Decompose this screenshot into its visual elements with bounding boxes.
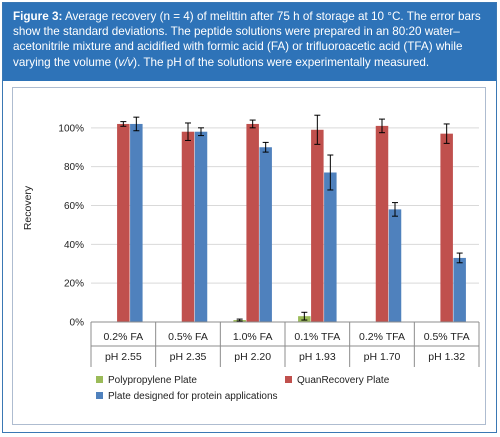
- category-label: 0.2% FA: [103, 331, 143, 343]
- legend-swatch: [285, 376, 292, 383]
- category-ph-label: pH 2.55: [105, 351, 142, 363]
- caption-label: Figure 3:: [13, 10, 63, 23]
- y-tick-label: 80%: [64, 162, 84, 173]
- bar: [181, 131, 195, 322]
- legend-swatch: [96, 392, 103, 399]
- y-tick-label: 100%: [58, 123, 84, 134]
- category-ph-label: pH 1.32: [428, 351, 465, 363]
- caption-vv: v/v: [118, 55, 134, 69]
- caption-text: Average recovery (n = 4) of melittin aft…: [13, 10, 481, 69]
- category-table: 0.2% FA pH 2.55 0.5% FA pH 2.35 1.0% FA pH 2.…: [90, 321, 480, 367]
- y-tick-label: 0%: [70, 318, 85, 329]
- legend-swatch: [96, 376, 103, 383]
- category-label: 1.0% FA: [233, 331, 273, 343]
- bars: [117, 114, 466, 322]
- legend-label: Polypropylene Plate: [108, 375, 197, 386]
- y-tick-label: 40%: [64, 240, 84, 251]
- bar: [130, 123, 143, 322]
- bar: [194, 131, 208, 322]
- legend-label: Plate designed for protein applications: [108, 391, 278, 402]
- bar: [388, 209, 402, 322]
- category-label: 0.1% TFA: [294, 331, 340, 343]
- figure-frame: Figure 3: Average recovery (n = 4) of me…: [2, 2, 497, 433]
- category-ph-label: pH 1.70: [364, 351, 401, 363]
- legend-label: QuanRecovery Plate: [297, 375, 390, 386]
- bar: [440, 133, 453, 322]
- bar: [117, 123, 130, 322]
- bar: [246, 123, 259, 322]
- bar: [259, 147, 272, 322]
- bar: [324, 172, 337, 322]
- recovery-bar-chart: 0% 20% 40% 60% 80% 100% Recovery 0.2% FA pH 2.…: [22, 114, 480, 402]
- category-label: 0.2% TFA: [359, 331, 405, 343]
- bar: [453, 257, 466, 322]
- y-axis-label: Recovery: [22, 185, 34, 230]
- category-ph-label: pH 1.93: [299, 351, 336, 363]
- bar: [311, 129, 324, 322]
- y-tick-label: 20%: [64, 279, 84, 290]
- figure-caption: Figure 3: Average recovery (n = 4) of me…: [3, 3, 496, 81]
- bar: [375, 125, 389, 322]
- gridlines: [91, 127, 479, 323]
- y-tick-label: 60%: [64, 201, 84, 212]
- category-ph-label: pH 2.20: [234, 351, 271, 363]
- category-ph-label: pH 2.35: [170, 351, 207, 363]
- category-label: 0.5% FA: [168, 331, 208, 343]
- legend: Polypropylene Plate QuanRecovery Plate Pla…: [96, 375, 390, 402]
- chart-panel: 0% 20% 40% 60% 80% 100% Recovery 0.2% FA pH 2.…: [12, 87, 486, 425]
- y-tick-labels: 0% 20% 40% 60% 80% 100%: [58, 123, 84, 328]
- caption-text-end: ). The pH of the solutions were experime…: [133, 55, 430, 69]
- category-label: 0.5% TFA: [424, 331, 470, 343]
